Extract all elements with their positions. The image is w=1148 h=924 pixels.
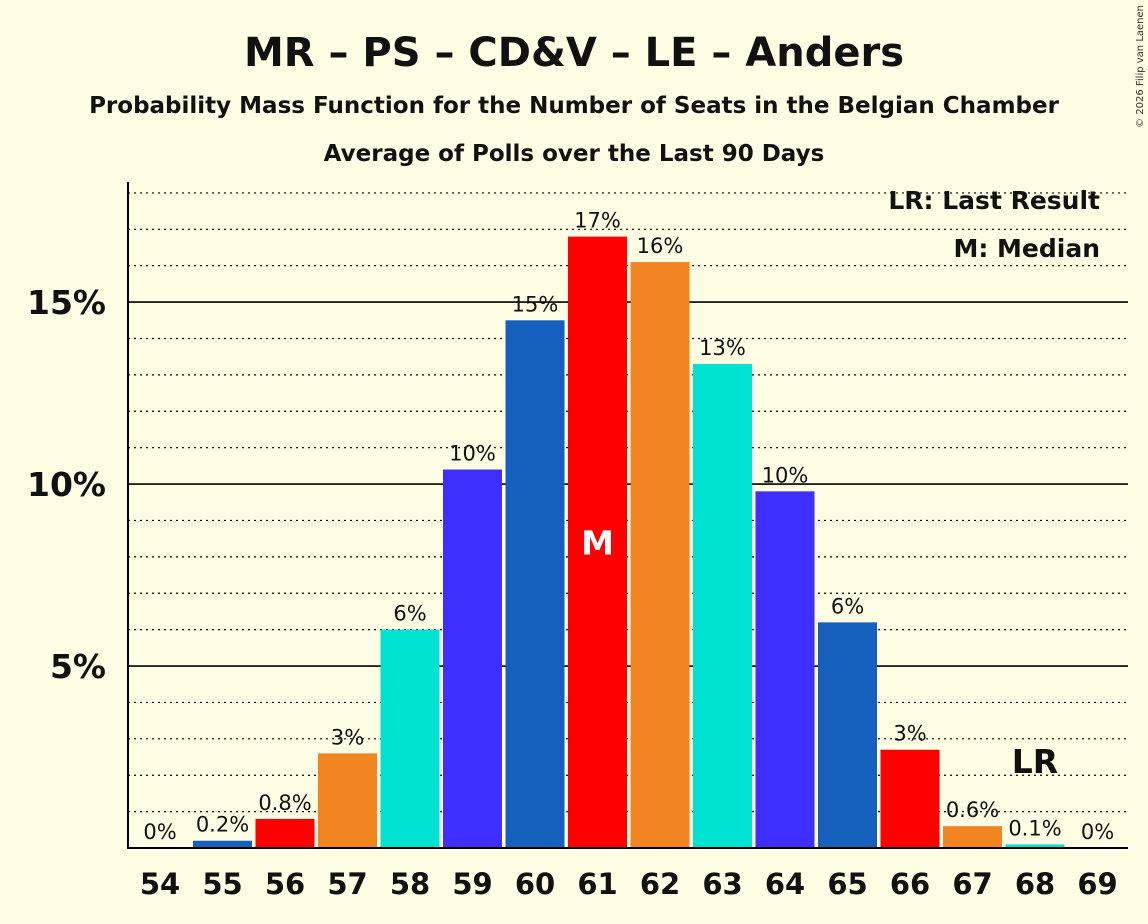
y-tick-label: 10%	[27, 465, 106, 504]
bar-seat-57	[318, 753, 377, 848]
bar-seat-68	[1005, 844, 1065, 848]
copyright-text: © 2026 Filip van Laenen	[1135, 5, 1146, 128]
bar-value-label: 0%	[1081, 820, 1114, 844]
bar-value-label: 13%	[699, 336, 746, 360]
x-tick-label: 56	[265, 867, 305, 901]
gridlines: 5% 10% 15%	[27, 192, 1128, 813]
x-tick-label: 64	[765, 867, 805, 901]
last-result-marker: LR	[1012, 742, 1058, 781]
x-tick-label: 59	[452, 867, 492, 901]
bar-value-label: 0.2%	[196, 813, 249, 837]
bar-seat-63	[693, 363, 752, 848]
bar-value-label: 0.6%	[946, 798, 999, 822]
bar-value-label: 10%	[449, 442, 496, 466]
x-tick-label: 67	[952, 867, 992, 901]
x-tick-label: 62	[640, 867, 680, 901]
y-tick-label: 15%	[27, 283, 106, 322]
x-tick-label: 54	[140, 867, 180, 901]
bar-seat-59	[443, 469, 502, 848]
bar-seat-60	[505, 320, 565, 849]
bar-seat-56	[255, 818, 315, 848]
bars	[193, 236, 1065, 849]
chart-subtitle-2: Average of Polls over the Last 90 Days	[324, 141, 825, 167]
bar-seat-55	[193, 840, 252, 848]
bar-value-label: 16%	[637, 234, 684, 258]
bar-value-label: 6%	[831, 594, 864, 618]
bar-seat-61	[568, 236, 627, 849]
bar-seat-65	[818, 622, 877, 848]
bar-value-label: 0%	[143, 820, 176, 844]
chart-title: MR – PS – CD&V – LE – Anders	[244, 30, 904, 76]
median-marker: M	[581, 523, 614, 562]
bar-value-label: 6%	[393, 602, 426, 626]
bar-value-label: 0.1%	[1008, 816, 1061, 840]
x-tick-label: 57	[327, 867, 367, 901]
x-tick-label: 63	[702, 867, 742, 901]
axes	[127, 182, 1128, 849]
y-tick-label: 5%	[50, 647, 106, 686]
bar-seat-66	[880, 749, 940, 848]
legend-last-result: LR: Last Result	[888, 186, 1100, 215]
bar-value-label: 0.8%	[258, 791, 311, 815]
x-tick-label: 55	[202, 867, 242, 901]
bar-seat-58	[380, 629, 440, 848]
legend-median: M: Median	[953, 234, 1100, 263]
x-tick-label: 65	[827, 867, 867, 901]
bar-value-label: 17%	[574, 209, 621, 233]
bar-seat-67	[943, 826, 1002, 848]
bar-labels: 0% 54 0.2% 55 0.8% 56 3% 57 6% 58 10% 59 15% 60 17% 61 1…	[140, 209, 1118, 901]
bar-value-label: 3%	[893, 722, 926, 746]
x-tick-label: 60	[515, 867, 555, 901]
bar-value-label: 15%	[512, 292, 559, 316]
x-tick-label: 61	[577, 867, 617, 901]
bar-seat-62	[630, 262, 690, 849]
x-tick-label: 69	[1077, 867, 1117, 901]
bar-value-label: 10%	[762, 463, 809, 487]
bar-value-label: 3%	[331, 725, 364, 749]
x-tick-label: 66	[890, 867, 930, 901]
marks: M LR	[581, 523, 1058, 781]
chart-subtitle: Probability Mass Function for the Number…	[89, 93, 1060, 119]
x-tick-label: 58	[390, 867, 430, 901]
x-tick-label: 68	[1015, 867, 1055, 901]
bar-seat-64	[755, 491, 815, 848]
